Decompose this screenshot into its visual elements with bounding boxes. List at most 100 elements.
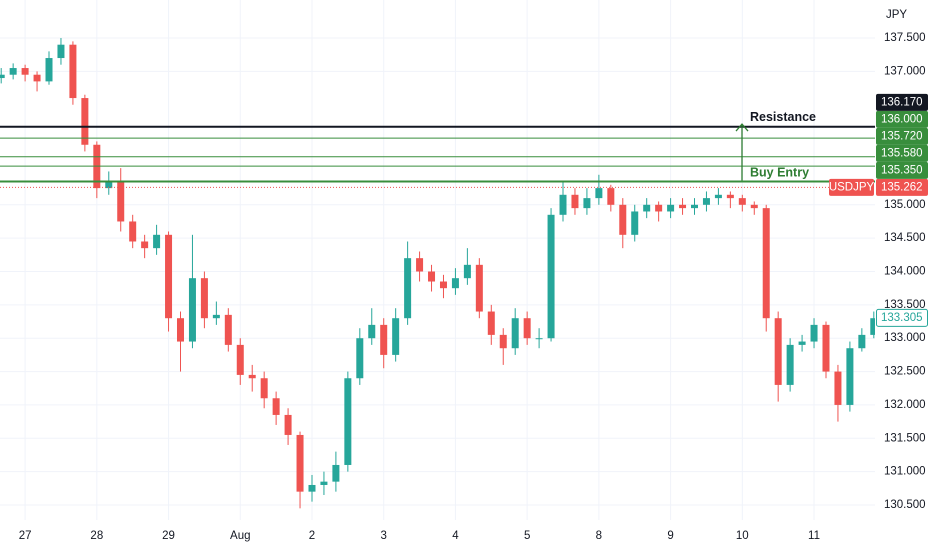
price-label: 135.350 bbox=[881, 164, 923, 176]
y-tick-label: 132.000 bbox=[884, 399, 926, 411]
y-axis-label: JPY bbox=[886, 9, 907, 21]
y-tick-label: 134.500 bbox=[884, 232, 926, 244]
candle-body bbox=[224, 314, 232, 345]
candle-body bbox=[774, 318, 782, 385]
symbol-tag-bg bbox=[829, 178, 874, 196]
candle-body bbox=[475, 264, 483, 312]
candle-body bbox=[356, 338, 364, 379]
candle-body bbox=[798, 341, 806, 345]
candle-body bbox=[165, 234, 173, 319]
candle-body bbox=[105, 181, 113, 189]
candle-body bbox=[834, 371, 842, 405]
price-label: 136.170 bbox=[881, 96, 923, 108]
candle-body bbox=[535, 338, 543, 340]
candle-body bbox=[380, 324, 388, 355]
price-label-bg bbox=[876, 110, 928, 128]
candle-body bbox=[499, 334, 507, 349]
y-tick-label: 137.000 bbox=[884, 65, 926, 77]
candle-body bbox=[45, 58, 53, 82]
price-label: 135.720 bbox=[881, 130, 923, 142]
candle-body bbox=[428, 271, 436, 282]
price-label-bg bbox=[876, 93, 928, 111]
candle-body bbox=[870, 318, 875, 335]
x-tick-label: 9 bbox=[667, 530, 673, 542]
x-tick-label: 4 bbox=[452, 530, 459, 542]
candle-body bbox=[738, 198, 746, 205]
last-price-bg bbox=[876, 308, 928, 327]
candle-body bbox=[667, 204, 675, 212]
candle-body bbox=[786, 344, 794, 385]
price-label: 135.580 bbox=[881, 147, 923, 159]
candle-body bbox=[726, 194, 734, 199]
candle-body bbox=[822, 324, 830, 372]
candle-body bbox=[368, 324, 376, 339]
candle-body bbox=[248, 374, 256, 379]
candle-body bbox=[643, 204, 651, 212]
candle-body bbox=[511, 318, 519, 349]
y-tick-label: 133.500 bbox=[884, 299, 926, 311]
x-tick-label: Aug bbox=[230, 530, 250, 542]
candle-body bbox=[583, 198, 591, 209]
candle-body bbox=[858, 334, 866, 349]
grid bbox=[0, 0, 875, 520]
candle-body bbox=[451, 278, 459, 289]
price-label: 135.262 bbox=[881, 181, 923, 193]
candle-body bbox=[404, 258, 412, 319]
y-tick-label: 131.500 bbox=[884, 432, 926, 444]
candle-body bbox=[344, 378, 352, 465]
candle-body bbox=[153, 234, 161, 249]
x-tick-label: 8 bbox=[596, 530, 602, 542]
candle-body bbox=[0, 74, 5, 79]
candle-body bbox=[810, 324, 818, 342]
price-label-bg bbox=[876, 127, 928, 145]
candle-body bbox=[595, 188, 603, 199]
candle-body bbox=[81, 98, 89, 145]
x-tick-label: 11 bbox=[808, 530, 820, 542]
candle-body bbox=[272, 398, 280, 415]
candle-body bbox=[487, 311, 495, 335]
candle-body bbox=[607, 188, 615, 205]
price-label-bg bbox=[876, 178, 928, 196]
candle-body bbox=[416, 258, 424, 272]
candle-body bbox=[296, 434, 304, 492]
candle-body bbox=[57, 44, 65, 59]
candle-body bbox=[714, 194, 722, 199]
candle-body bbox=[33, 74, 41, 82]
candle-body bbox=[69, 44, 77, 99]
candle-body bbox=[129, 221, 137, 242]
candle-body bbox=[679, 204, 687, 209]
x-tick-label: 3 bbox=[381, 530, 387, 542]
candle-body bbox=[762, 208, 770, 319]
last-price-label: 133.305 bbox=[881, 312, 923, 324]
price-label-bg bbox=[876, 144, 928, 162]
candle-body bbox=[846, 348, 854, 405]
y-tick-label: 131.000 bbox=[884, 466, 926, 478]
candle-body bbox=[439, 281, 447, 289]
candle-body bbox=[284, 414, 292, 435]
candle-body bbox=[631, 211, 639, 235]
y-tick-label: 137.500 bbox=[884, 32, 926, 44]
candle-body bbox=[260, 378, 268, 399]
candle-body bbox=[212, 314, 220, 319]
candle-body bbox=[236, 344, 244, 375]
candle-body bbox=[200, 278, 208, 319]
candle-body bbox=[21, 68, 29, 75]
candle-body bbox=[559, 194, 567, 215]
candle-body bbox=[141, 241, 149, 249]
candle-body bbox=[655, 204, 663, 212]
candle-body bbox=[750, 204, 758, 209]
arrow-head bbox=[735, 123, 749, 132]
x-tick-label: 27 bbox=[19, 530, 32, 542]
axes: JPY 27 28 29 Aug 2 3 4 5 8 9 10 11 137.500 137.000 135… bbox=[19, 9, 926, 542]
x-tick-label: 10 bbox=[736, 530, 749, 542]
y-tick-label: 132.500 bbox=[884, 366, 926, 378]
y-tick-label: 135.000 bbox=[884, 199, 926, 211]
y-tick-label: 134.000 bbox=[884, 266, 926, 278]
candle-body bbox=[188, 278, 196, 342]
candle-body bbox=[523, 318, 531, 339]
x-tick-label: 5 bbox=[524, 530, 530, 542]
candle-body bbox=[117, 181, 125, 222]
x-tick-label: 29 bbox=[162, 530, 175, 542]
